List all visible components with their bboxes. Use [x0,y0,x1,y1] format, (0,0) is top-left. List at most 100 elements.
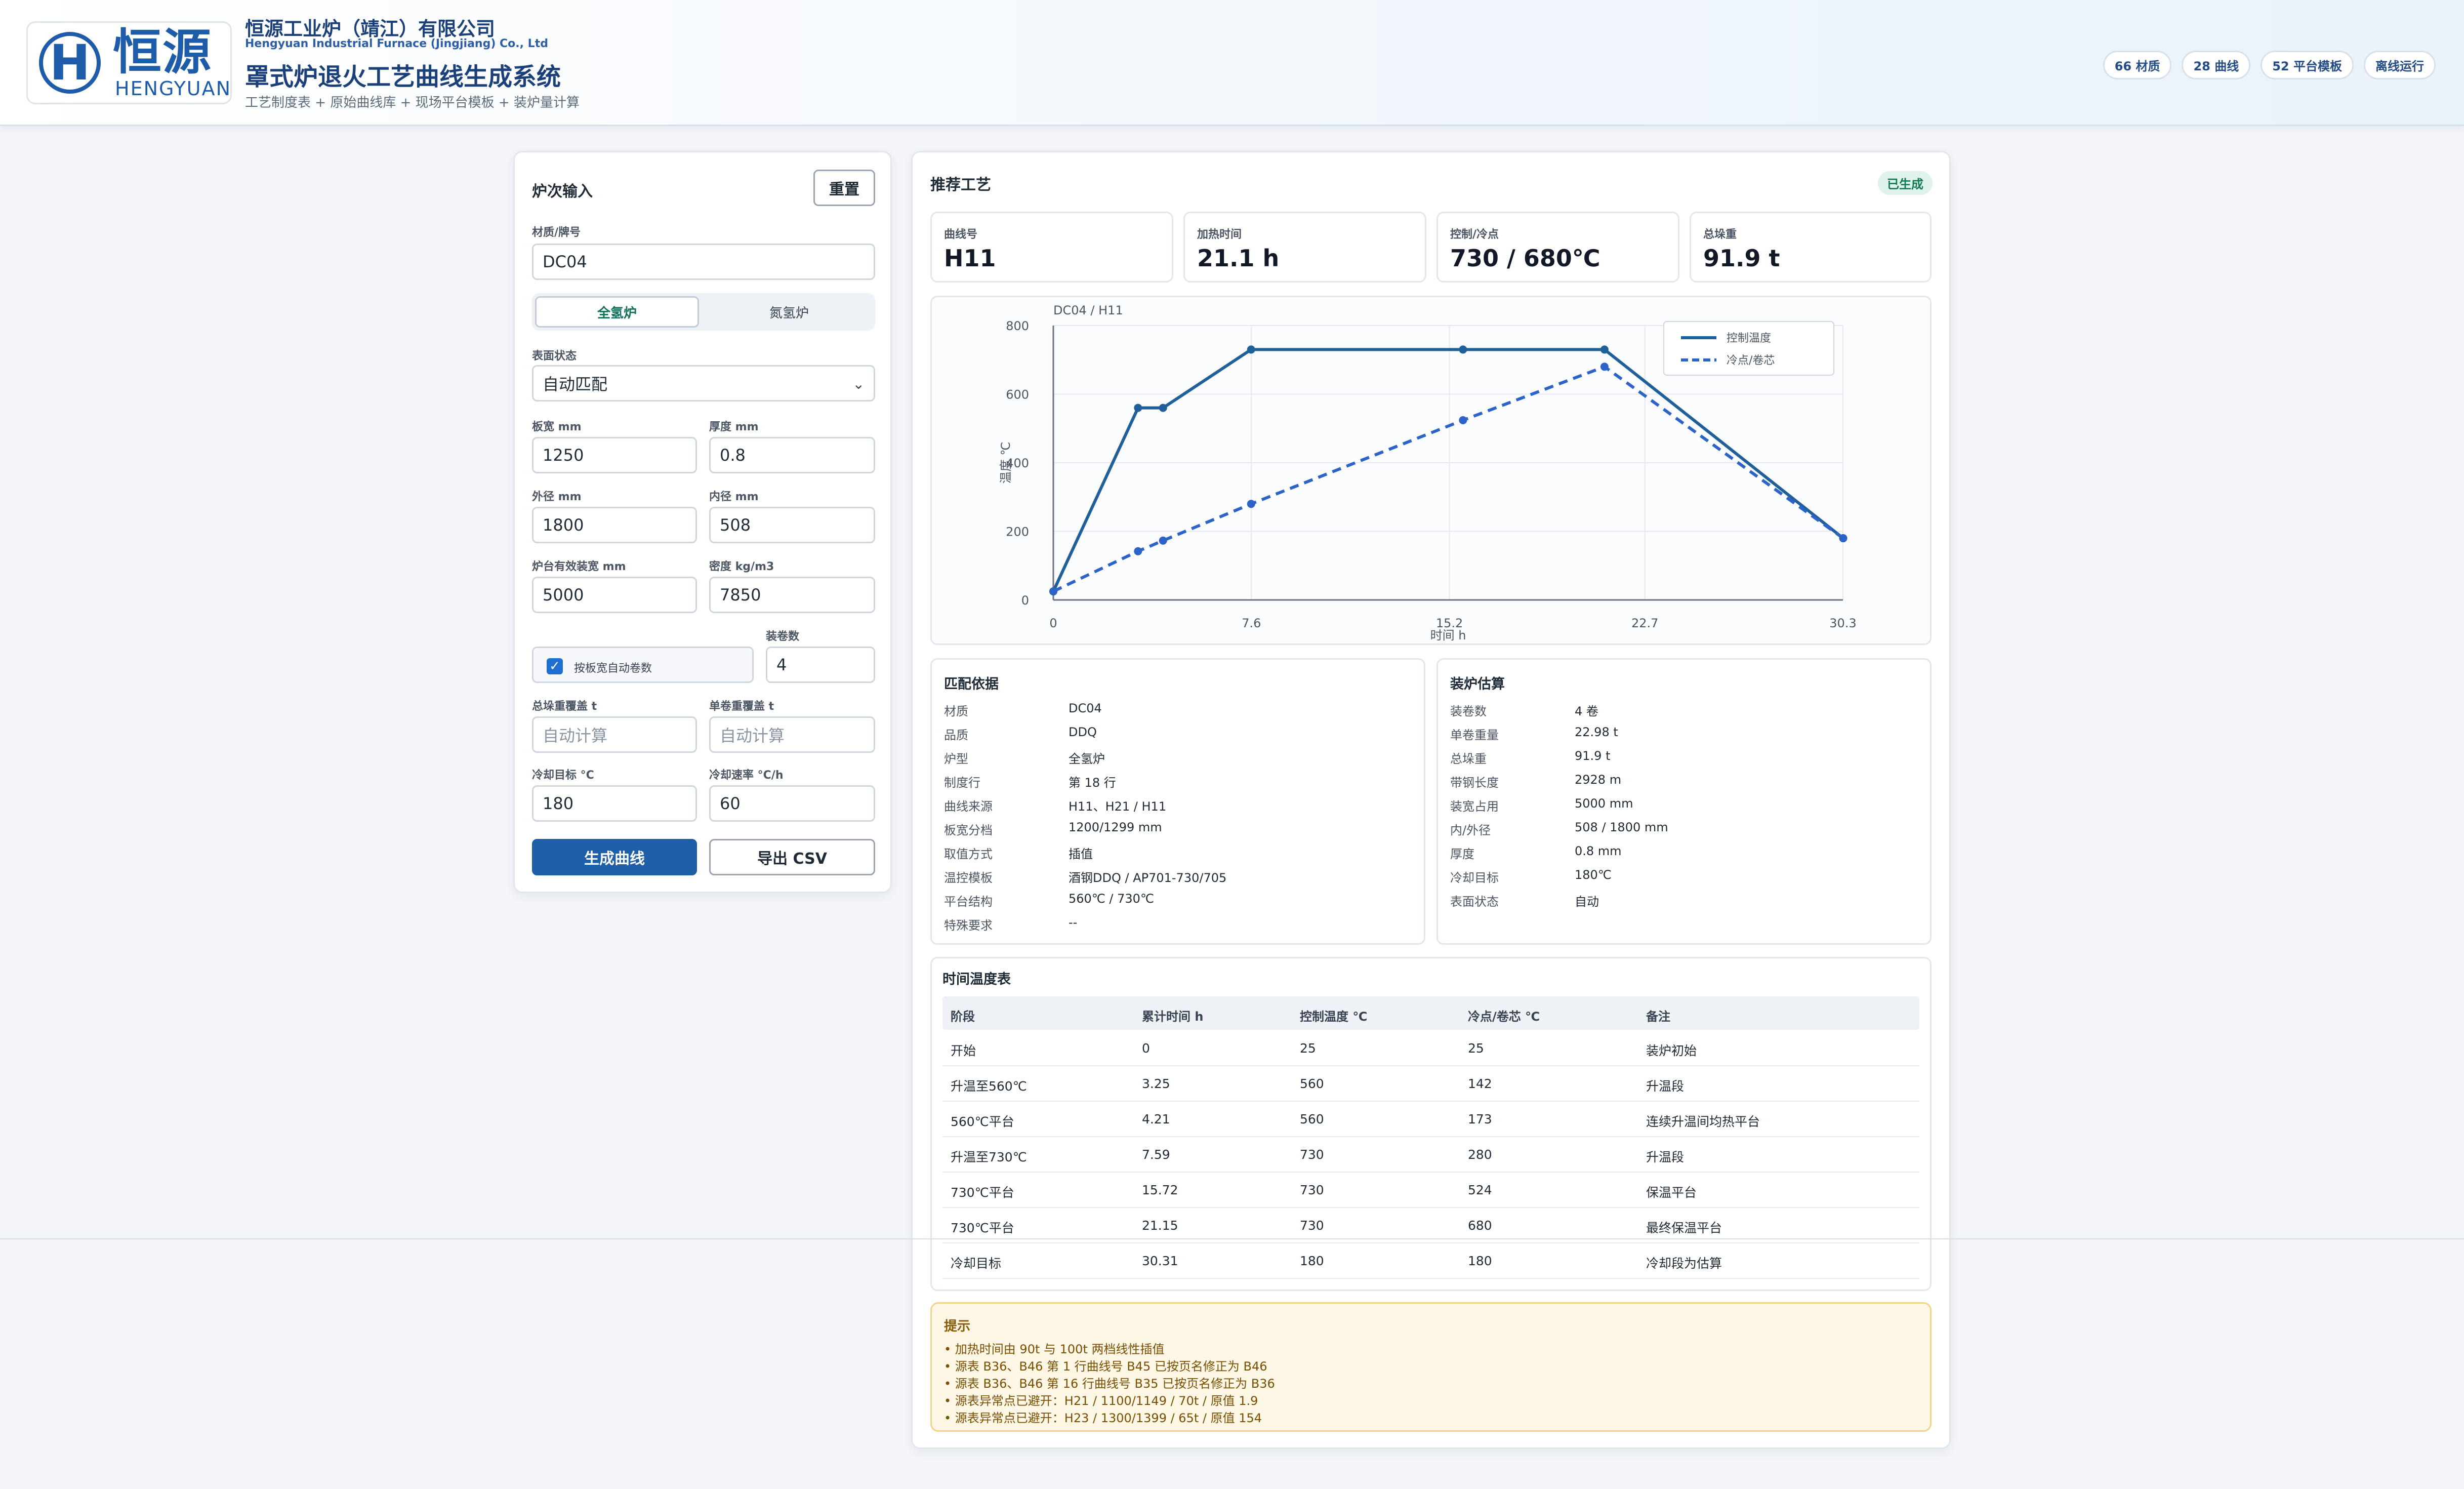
info-key: 温控模板 [944,871,993,885]
info-key: 厚度 [1450,847,1474,861]
y-tick-label: 200 [1006,525,1029,539]
info-value: 全氢炉 [1069,752,1105,766]
stat-curve-number: 曲线号 H11 [930,212,1173,283]
info-value: 插值 [1069,847,1093,861]
col-header-remark: 备注 [1646,1010,1670,1024]
info-value: H11、H21 / H11 [1069,799,1167,814]
col-header-cold-temp: 冷点/卷芯 ℃ [1468,1010,1540,1024]
table-cell: 730℃平台 [951,1185,1014,1200]
table-cell: 保温平台 [1646,1185,1697,1200]
furnace-type-toggle: 全氢炉 氮氢炉 [532,293,875,331]
page-title: 罩式炉退火工艺曲线生成系统 [245,63,561,91]
series-0-point [1134,404,1142,412]
result-title: 推荐工艺 [930,176,991,194]
furnace-type-nitrogen-hydrogen[interactable]: 氮氢炉 [769,305,809,321]
total-weight-input[interactable]: 自动计算 [532,716,697,753]
table-cell: 142 [1468,1076,1492,1091]
table-cell: 冷却段为估算 [1646,1256,1722,1271]
surface-select[interactable]: 自动匹配 ⌄ [532,365,875,401]
auto-coils-toggle[interactable]: ✓ 按板宽自动卷数 [532,647,754,683]
table-cell: 升温段 [1646,1150,1685,1164]
thickness-input[interactable]: 0.8 [709,437,875,473]
y-tick-label: 800 [1006,319,1029,333]
density-label: 密度 kg/m3 [709,560,774,573]
info-key: 曲线来源 [944,799,993,814]
tip-item: • 源表 B36、B46 第 16 行曲线号 B35 已按页名修正为 B36 [944,1377,1275,1391]
info-value: 酒钢DDQ / AP701-730/705 [1069,871,1227,885]
cool-target-input[interactable]: 180 [532,785,697,822]
width-input[interactable]: 1250 [532,437,697,473]
load-estimate-panel: 装炉估算 装卷数 4 卷单卷重量 22.98 t 总垛重 91.9 t 带钢长度 2928 … [1436,658,1932,945]
width-label: 板宽 mm [532,421,582,433]
cool-target-label: 冷却目标 °C [532,769,594,782]
info-value: 2928 m [1575,773,1622,787]
input-panel: 炉次输入 重置 材质/牌号 DC04 全氢炉 氮氢炉 表面状态 自动匹配 ⌄ 板… [513,151,892,893]
x-tick-label: 7.6 [1242,616,1261,630]
table-cell: 冷却目标 [951,1256,1002,1271]
table-cell: 升温段 [1646,1079,1685,1094]
info-key: 带钢长度 [1450,776,1499,790]
info-value: 560℃ / 730℃ [1069,892,1154,906]
coil-weight-input[interactable]: 自动计算 [709,716,875,753]
material-input[interactable]: DC04 [532,244,875,280]
table-cell: 180 [1468,1254,1492,1268]
outer-diameter-label: 外径 mm [532,491,582,503]
table-cell: 524 [1468,1183,1492,1197]
stat-heating-time: 加热时间 21.1 h [1183,212,1426,283]
table-cell: 180 [1300,1254,1324,1268]
info-value: 180℃ [1575,868,1612,882]
table-cell: 21.15 [1142,1218,1178,1233]
coils-input[interactable]: 4 [766,647,875,683]
chart-panel: 0 200 400 600 800 0 7.6 15.2 22.7 30.3 DC04 / H11 时… [930,296,1932,645]
table-cell: 连续升温间均热平台 [1646,1114,1760,1129]
match-basis-panel: 匹配依据 材质 DC04 品质 DDQ 炉型 全氢炉 制度行 第 18 行曲线来源 H11、H2… [930,658,1425,945]
y-axis-label: 温度 ℃ [999,442,1013,484]
series-1-point [1600,363,1609,371]
info-value: 5000 mm [1575,796,1633,811]
table-cell: 4.21 [1142,1112,1170,1126]
annealing-curve-chart: 0 200 400 600 800 0 7.6 15.2 22.7 30.3 DC04 / H11 时… [999,303,1857,642]
table-cell: 730 [1300,1147,1324,1162]
chevron-down-icon: ⌄ [852,376,865,392]
header-badges: 66 材质 28 曲线 52 平台模板 离线运行 [2103,51,2436,79]
table-cell: 装炉初始 [1646,1043,1697,1058]
logo-chinese-text: 恒源 [113,24,212,81]
table-cell: 730℃平台 [951,1221,1014,1235]
legend-label: 冷点/卷芯 [1727,354,1775,367]
chart-legend [1663,321,1834,376]
table-cell: 开始 [951,1043,976,1058]
stat-total-weight: 总垛重 91.9 t [1690,212,1932,283]
info-value: 91.9 t [1575,749,1611,763]
furnace-type-full-hydrogen[interactable]: 全氢炉 [535,296,699,328]
col-header-stage: 阶段 [951,1010,975,1024]
stat-label: 曲线号 [944,228,978,241]
table-cell: 280 [1468,1147,1492,1162]
company-name-en: Hengyuan Industrial Furnace (Jingjiang) … [245,37,548,50]
checkbox-checked-icon[interactable]: ✓ [547,658,563,674]
badge-offline: 离线运行 [2364,51,2436,79]
info-value: -- [1069,915,1078,930]
table-cell: 560 [1300,1076,1324,1091]
info-value: 1200/1299 mm [1069,820,1162,834]
table-cell: 0 [1142,1041,1150,1056]
tips-title: 提示 [944,1319,971,1334]
reset-button[interactable]: 重置 [813,170,875,206]
x-tick-label: 30.3 [1829,616,1856,630]
density-input[interactable]: 7850 [709,577,875,613]
tip-item: • 源表异常点已避开：H23 / 1300/1399 / 65t / 原值 15… [944,1411,1262,1425]
base-width-input[interactable]: 5000 [532,577,697,613]
coil-weight-label: 单卷重覆盖 t [709,700,774,713]
viewport-fold-line [0,1238,2464,1239]
cool-rate-label: 冷却速率 °C/h [709,769,784,782]
inner-diameter-label: 内径 mm [709,491,759,503]
generate-curve-button[interactable]: 生成曲线 [532,839,697,875]
series-0-point [1459,345,1467,354]
table-cell: 173 [1468,1112,1492,1126]
export-csv-button[interactable]: 导出 CSV [709,839,875,875]
cool-rate-input[interactable]: 60 [709,785,875,822]
info-key: 装宽占用 [1450,799,1499,814]
inner-diameter-input[interactable]: 508 [709,507,875,543]
outer-diameter-input[interactable]: 1800 [532,507,697,543]
status-badge: 已生成 [1878,171,1933,195]
info-key: 材质 [944,704,968,718]
